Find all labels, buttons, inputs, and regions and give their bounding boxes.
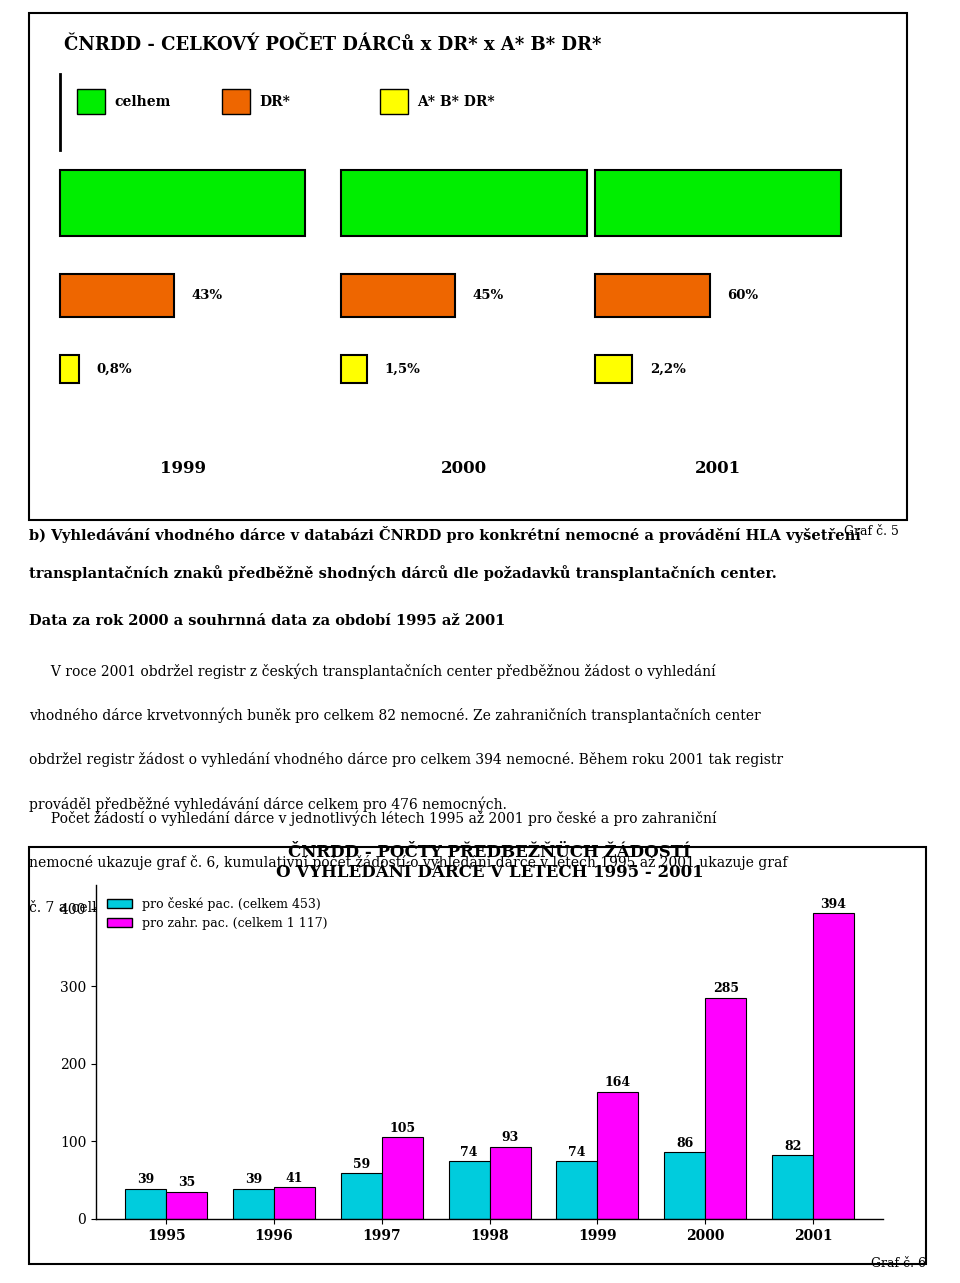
- Bar: [274, 1187, 315, 1219]
- Text: b) Vyhledávání vhodného dárce v databázi ČNRDD pro konkrétní nemocné a provádění: b) Vyhledávání vhodného dárce v databázi…: [29, 526, 861, 543]
- Text: 59: 59: [352, 1157, 370, 1171]
- Bar: [595, 273, 709, 317]
- Text: 285: 285: [712, 983, 739, 996]
- Bar: [380, 89, 408, 114]
- Bar: [595, 355, 633, 382]
- Text: 2001: 2001: [695, 461, 741, 477]
- Text: 74: 74: [461, 1146, 478, 1159]
- Text: Počet žádostí o vyhledání dárce v jednotlivých létech 1995 až 2001 pro české a p: Počet žádostí o vyhledání dárce v jednot…: [29, 811, 716, 826]
- Bar: [77, 89, 106, 114]
- Title: ČNRDD - POČTY PŘEDBEŽŇÜCH ŽÁDOSTÍ
O VYHLEDÁNÍ DÁRCE V LETECH 1995 - 2001: ČNRDD - POČTY PŘEDBEŽŇÜCH ŽÁDOSTÍ O VYHL…: [276, 844, 704, 881]
- Bar: [772, 1155, 813, 1219]
- Text: 1,5%: 1,5%: [385, 362, 420, 376]
- Text: 164: 164: [605, 1076, 631, 1089]
- Bar: [60, 169, 305, 236]
- Text: 45%: 45%: [472, 289, 504, 302]
- Text: 43%: 43%: [191, 289, 223, 302]
- Text: DR*: DR*: [259, 95, 290, 109]
- Bar: [233, 1188, 274, 1219]
- Text: prováděl předběžné vyhledávání dárce celkem pro 476 nemocných.: prováděl předběžné vyhledávání dárce cel…: [29, 795, 507, 812]
- Text: 1999: 1999: [159, 461, 205, 477]
- Text: 39: 39: [137, 1173, 155, 1187]
- Bar: [597, 1092, 638, 1219]
- Bar: [448, 1161, 490, 1219]
- Text: 2,2%: 2,2%: [650, 362, 685, 376]
- Text: Data za rok 2000 a souhrnná data za období 1995 až 2001: Data za rok 2000 a souhrnná data za obdo…: [29, 615, 505, 629]
- Text: 82: 82: [784, 1139, 802, 1153]
- Bar: [222, 89, 251, 114]
- Text: 93: 93: [501, 1132, 518, 1144]
- Bar: [166, 1192, 207, 1219]
- Text: 0,8%: 0,8%: [96, 362, 132, 376]
- Text: nemocné ukazuje graf č. 6, kumulativní počet žádostí o vyhledání dárce v létech : nemocné ukazuje graf č. 6, kumulativní p…: [29, 854, 787, 870]
- Bar: [813, 913, 854, 1219]
- Text: 2000: 2000: [441, 461, 487, 477]
- Bar: [341, 355, 367, 382]
- Text: 105: 105: [389, 1123, 416, 1135]
- Bar: [341, 273, 455, 317]
- Text: celhem: celhem: [114, 95, 170, 109]
- Text: 60%: 60%: [727, 289, 758, 302]
- Text: 86: 86: [676, 1137, 693, 1150]
- Text: 394: 394: [821, 898, 847, 911]
- Text: obdržel registr žádost o vyhledání vhodného dárce pro celkem 394 nemocné. Během : obdržel registr žádost o vyhledání vhodn…: [29, 752, 783, 767]
- Text: Graf č. 5: Graf č. 5: [844, 525, 899, 538]
- Text: Graf č. 6: Graf č. 6: [872, 1257, 926, 1270]
- Bar: [490, 1147, 531, 1219]
- Legend: pro české pac. (celkem 453), pro zahr. pac. (celkem 1 117): pro české pac. (celkem 453), pro zahr. p…: [103, 892, 333, 935]
- Bar: [595, 169, 841, 236]
- Text: V roce 2001 obdržel registr z českých transplantačních center předběžnou žádost : V roce 2001 obdržel registr z českých tr…: [29, 663, 715, 679]
- Bar: [557, 1161, 597, 1219]
- Bar: [382, 1138, 422, 1219]
- Bar: [341, 1173, 382, 1219]
- Bar: [664, 1152, 706, 1219]
- Bar: [341, 169, 587, 236]
- Bar: [706, 998, 746, 1219]
- Bar: [60, 355, 79, 382]
- Text: 74: 74: [568, 1146, 586, 1159]
- Text: 41: 41: [286, 1171, 303, 1184]
- Text: ČNRDD - CELKOVÝ POČET DÁRCů x DR* x A* B* DR*: ČNRDD - CELKOVÝ POČET DÁRCů x DR* x A* B…: [64, 36, 601, 54]
- Bar: [125, 1188, 166, 1219]
- Bar: [60, 273, 174, 317]
- Text: 35: 35: [178, 1177, 195, 1189]
- Text: vhodného dárce krvetvonných buněk pro celkem 82 nemocné. Ze zahraničních transpl: vhodného dárce krvetvonných buněk pro ce…: [29, 708, 760, 724]
- Text: č. 7 a celkový počet žádostí zaslaných z jednotlivých českých transplantačních c: č. 7 a celkový počet žádostí zaslaných z…: [29, 899, 759, 915]
- Text: transplantačních znaků předběžně shodných dárců dle požadavků transplantačních c: transplantačních znaků předběžně shodnýc…: [29, 566, 777, 581]
- Text: 39: 39: [245, 1173, 262, 1187]
- Text: A* B* DR*: A* B* DR*: [417, 95, 494, 109]
